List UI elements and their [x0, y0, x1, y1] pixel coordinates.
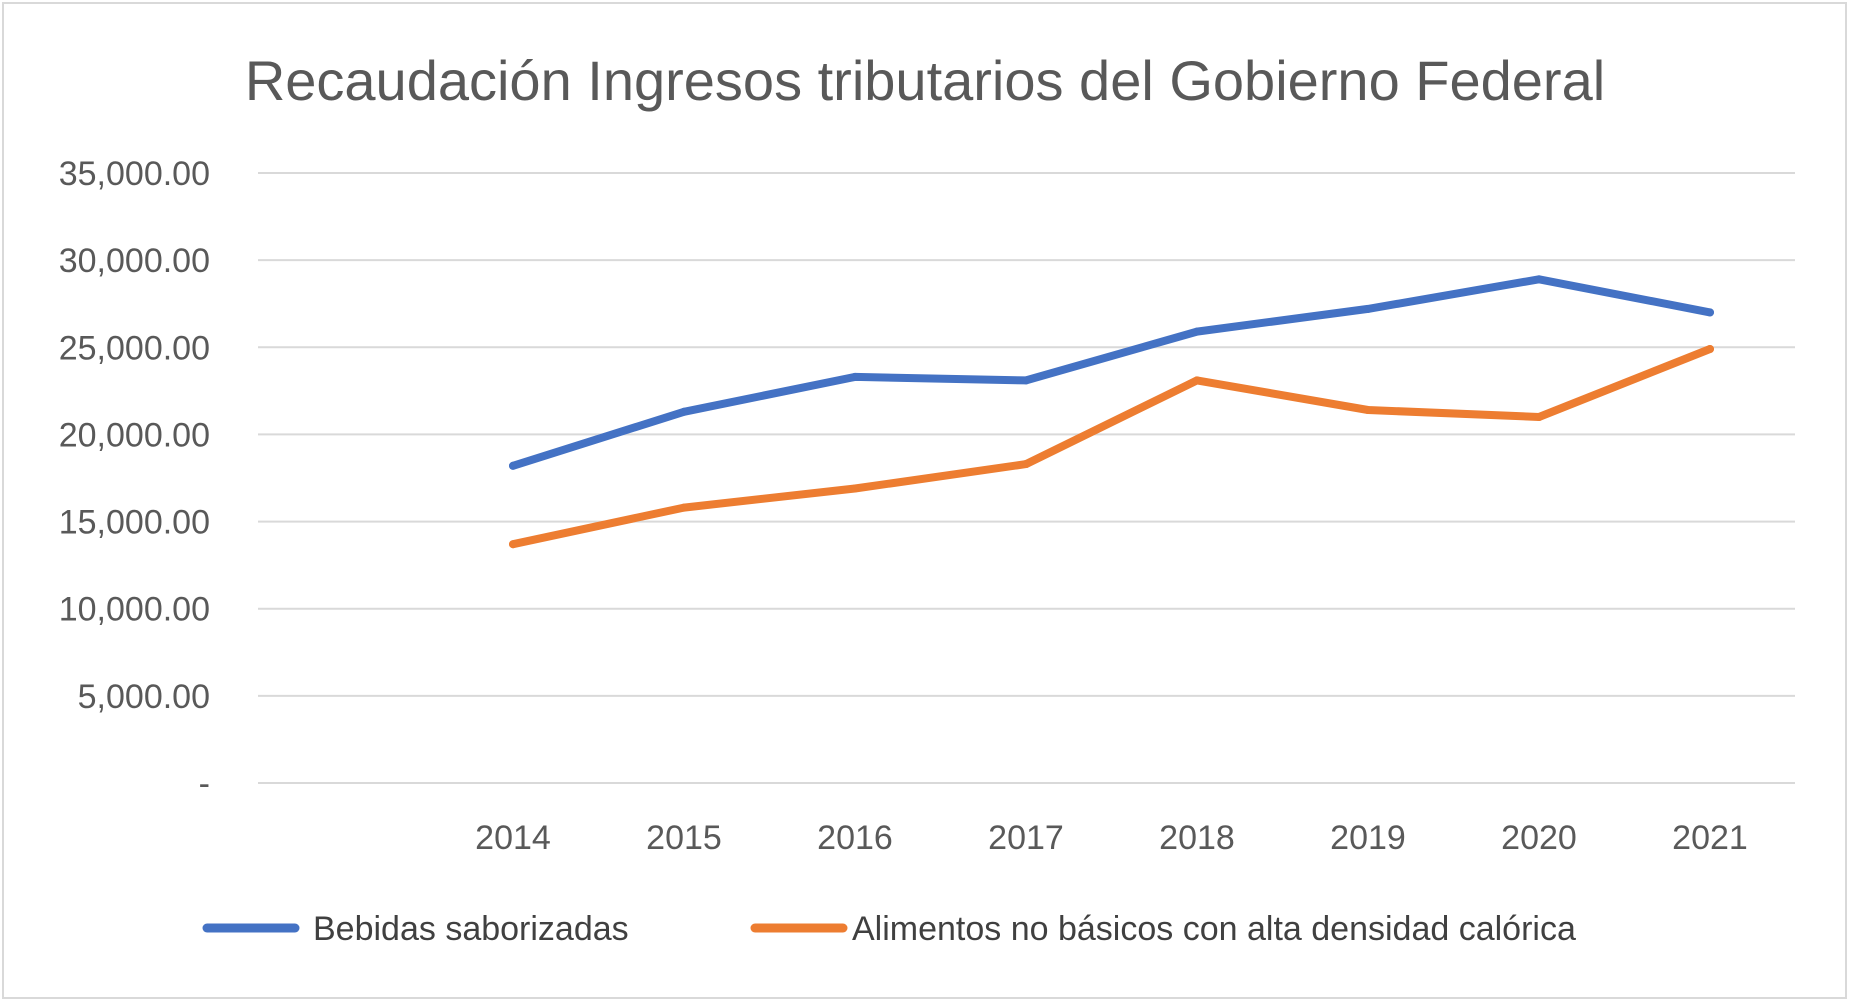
data-point: [680, 407, 688, 416]
legend-label: Alimentos no básicos con alta densidad c…: [852, 910, 1576, 948]
data-point: [509, 461, 517, 470]
gridlines: [258, 172, 1795, 784]
x-tick-label: 2018: [1159, 819, 1235, 857]
data-point: [1364, 406, 1372, 415]
series-lines: [509, 275, 1714, 549]
data-point: [1535, 413, 1543, 421]
x-axis-ticks: 2014 2015 2016 2017 2018 2019 2020 2021: [475, 819, 1748, 857]
x-tick-label: 2021: [1672, 819, 1748, 857]
data-point: [509, 540, 517, 549]
data-point: [1022, 460, 1030, 469]
data-point: [1193, 376, 1201, 385]
legend-label: Bebidas saborizadas: [313, 910, 629, 948]
y-tick-label: 35,000.00: [59, 155, 210, 193]
y-tick-label: 5,000.00: [78, 678, 210, 716]
data-point: [1364, 304, 1372, 313]
data-point: [851, 484, 859, 493]
y-tick-label: 30,000.00: [59, 242, 210, 280]
y-axis-ticks: - 5,000.00 10,000.00 15,000.00 20,000.00 25,0…: [59, 155, 210, 803]
series-line-0: [509, 275, 1714, 470]
x-tick-label: 2017: [988, 819, 1064, 857]
x-tick-label: 2014: [475, 819, 551, 857]
data-point: [680, 503, 688, 512]
y-tick-label: -: [199, 765, 210, 803]
x-tick-label: 2016: [817, 819, 893, 857]
data-point: [1706, 345, 1714, 354]
x-tick-label: 2015: [646, 819, 722, 857]
series-line-1: [509, 345, 1714, 549]
x-tick-label: 2019: [1330, 819, 1406, 857]
data-point: [1706, 308, 1714, 317]
y-tick-label: 15,000.00: [59, 504, 210, 542]
data-point: [851, 372, 859, 381]
x-tick-label: 2020: [1501, 819, 1577, 857]
y-tick-label: 20,000.00: [59, 416, 210, 454]
data-point: [1022, 376, 1030, 385]
chart-title: Recaudación Ingresos tributarios del Gob…: [245, 49, 1605, 112]
legend: Bebidas saborizadas Alimentos no básicos …: [202, 910, 1576, 948]
data-point: [1535, 275, 1543, 284]
data-point: [1193, 327, 1201, 336]
y-tick-label: 10,000.00: [59, 591, 210, 629]
y-tick-label: 25,000.00: [59, 329, 210, 367]
